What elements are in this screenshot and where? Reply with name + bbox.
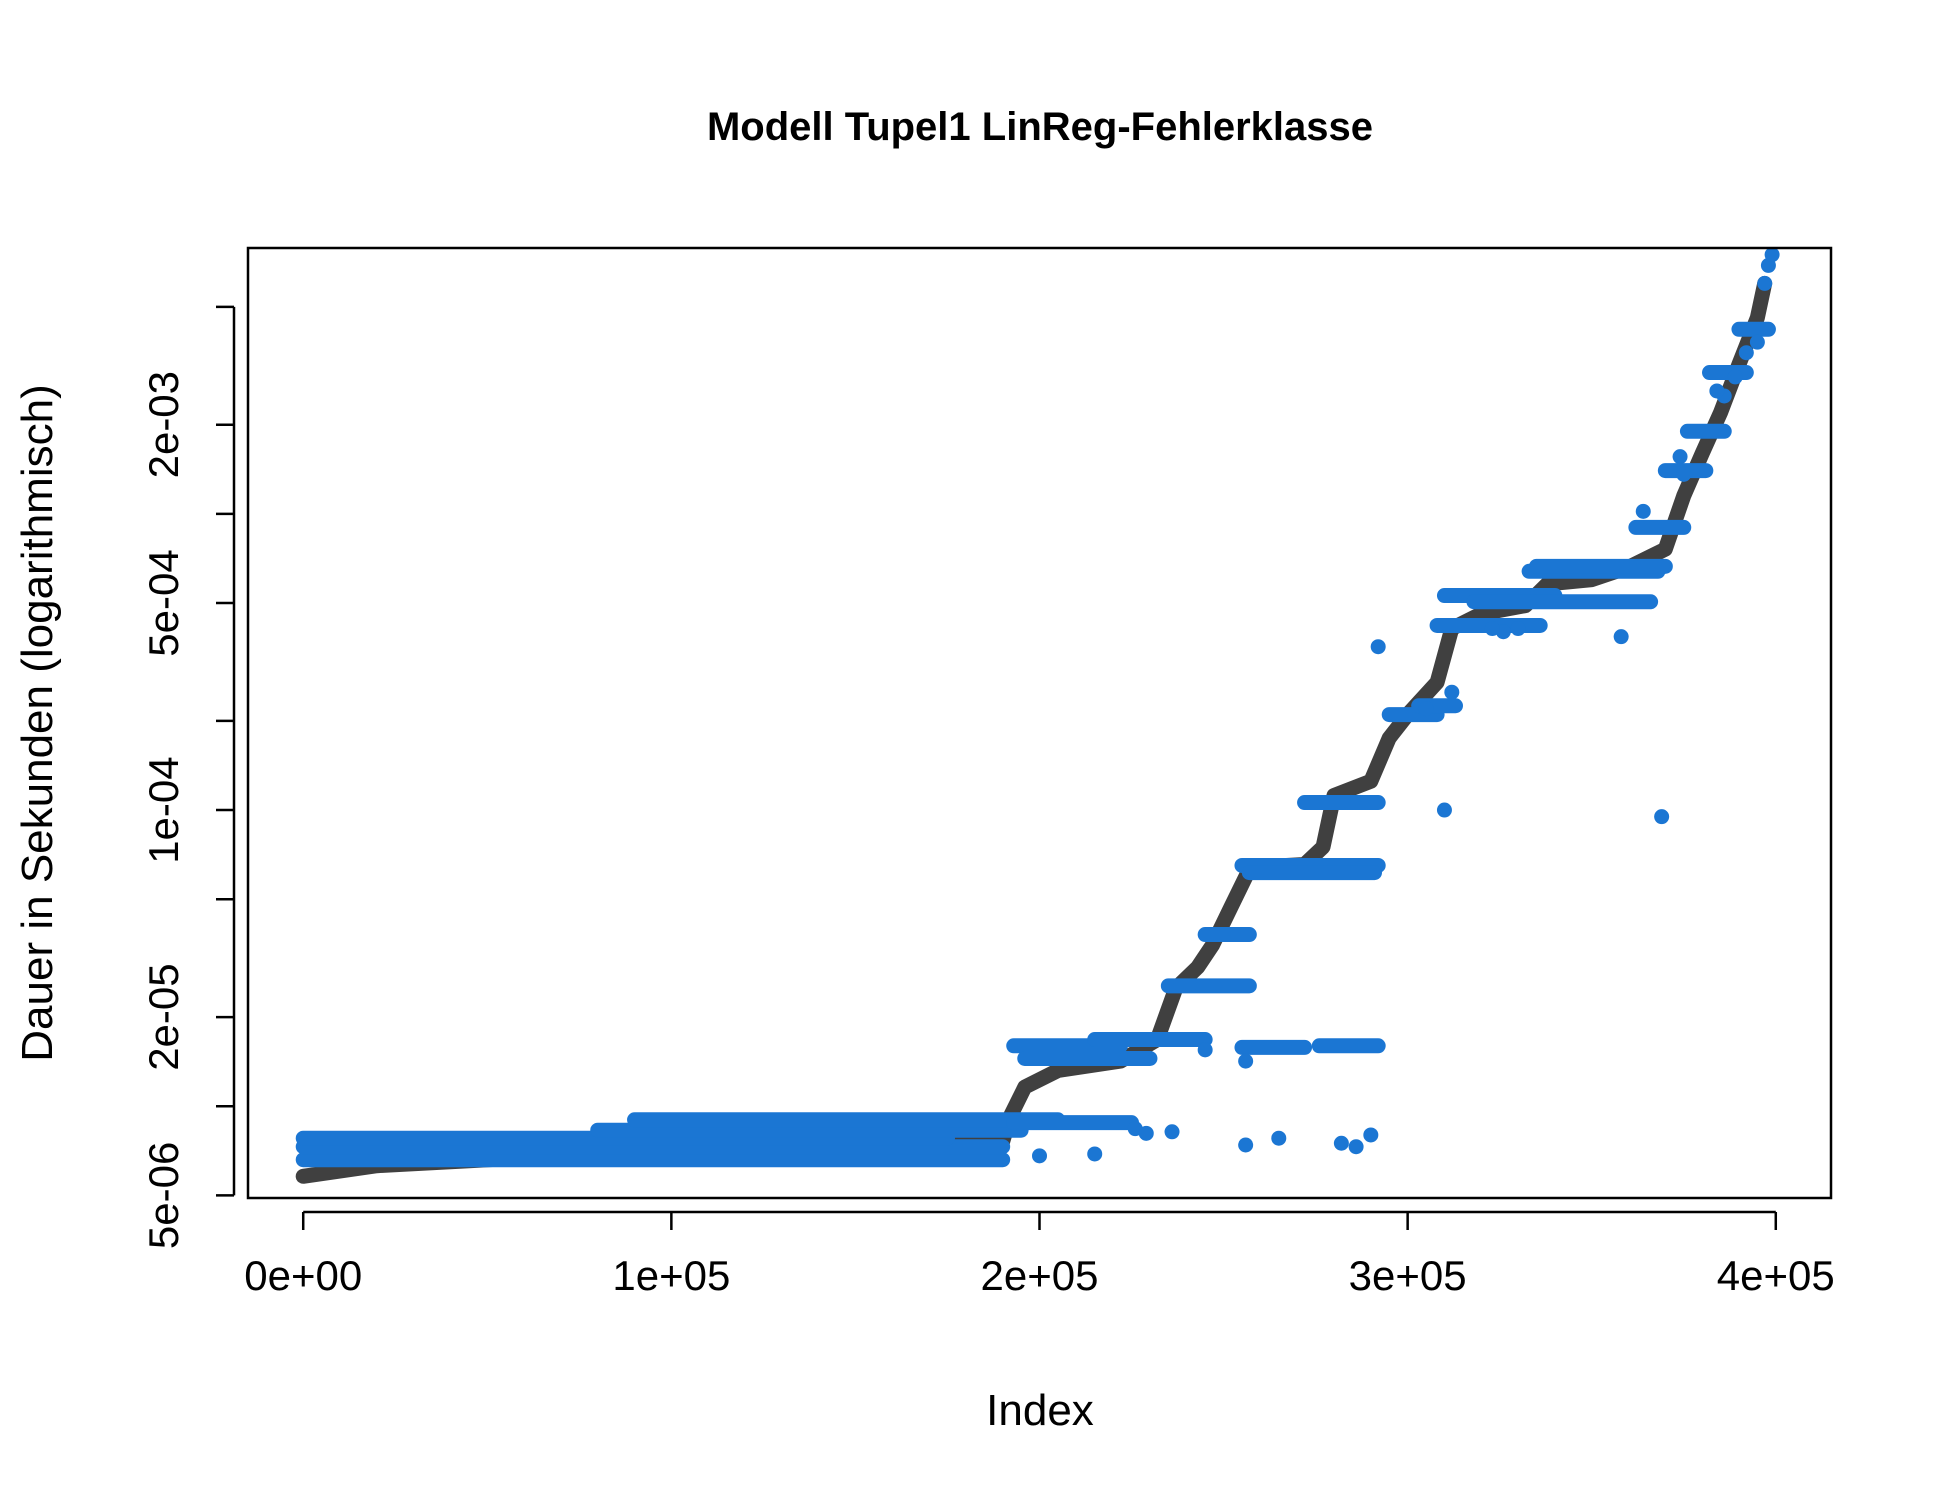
series-layer xyxy=(295,247,1780,1184)
data-point xyxy=(1613,629,1629,645)
data-point xyxy=(1738,345,1754,361)
data-point xyxy=(1238,1137,1254,1153)
chart-title: Modell Tupel1 LinReg-Fehlerklasse xyxy=(707,105,1373,149)
data-point xyxy=(1087,1146,1103,1162)
y-axis: 5e-06 2e-05 1e-04 5e-04 2e-03 xyxy=(140,305,236,1249)
data-point xyxy=(1764,247,1780,263)
data-point xyxy=(1418,701,1434,717)
data-point xyxy=(1333,1135,1349,1151)
data-point xyxy=(1727,369,1743,385)
x-tick-label: 4e+05 xyxy=(1717,1252,1835,1299)
data-point xyxy=(1032,1148,1047,1164)
data-point xyxy=(1271,1130,1287,1146)
data-point xyxy=(1654,809,1670,825)
x-axis-label: Index xyxy=(986,1386,1094,1435)
x-tick-label: 3e+05 xyxy=(1349,1252,1467,1299)
y-tick-label: 2e-03 xyxy=(140,371,187,478)
data-point xyxy=(1709,383,1725,399)
data-point xyxy=(1348,1139,1364,1155)
series-2 xyxy=(295,247,1780,1168)
data-point xyxy=(1197,1042,1213,1058)
data-point xyxy=(1138,1125,1154,1141)
data-point xyxy=(1484,621,1500,637)
y-axis-label: Dauer in Sekunden (logarithmisch) xyxy=(13,384,62,1061)
y-tick-label: 1e-04 xyxy=(140,756,187,863)
data-point xyxy=(1164,1124,1180,1140)
data-point xyxy=(1676,466,1692,482)
x-tick-label: 2e+05 xyxy=(981,1252,1099,1299)
data-point xyxy=(1672,449,1688,465)
y-tick-label: 2e-05 xyxy=(140,963,187,1070)
x-tick-label: 1e+05 xyxy=(612,1252,730,1299)
data-point xyxy=(1510,621,1526,637)
data-point xyxy=(1444,684,1460,700)
data-point xyxy=(1238,1053,1254,1069)
data-point xyxy=(1363,1127,1379,1143)
y-tick-label: 5e-06 xyxy=(140,1142,187,1249)
data-point xyxy=(1635,503,1651,519)
y-tick-label: 5e-04 xyxy=(140,549,187,656)
data-point xyxy=(1436,802,1452,818)
data-point xyxy=(1757,275,1773,291)
data-point xyxy=(1370,639,1386,655)
data-point xyxy=(1749,334,1765,350)
x-axis: 0e+00 1e+05 2e+05 3e+05 4e+05 xyxy=(244,1210,1835,1299)
x-tick-label: 0e+00 xyxy=(244,1252,362,1299)
plot-frame xyxy=(246,246,1833,1200)
